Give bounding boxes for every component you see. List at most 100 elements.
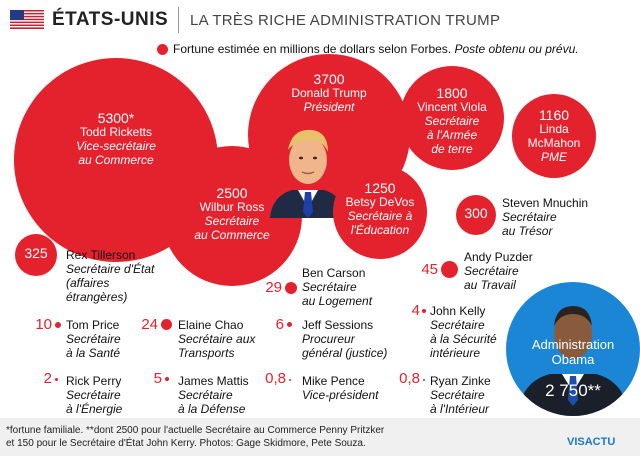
legend-text: Fortune estimée en millions de dollars s…: [173, 42, 579, 56]
value-tom-price: 10: [35, 316, 52, 333]
dot-ryan-zinke: [423, 379, 425, 381]
person-role: Secrétaire à l'Éducation: [347, 209, 413, 237]
value-rick-perry: 2: [43, 370, 52, 387]
visactu-logo: VISACTU: [567, 436, 616, 448]
person-name: Ben Carson: [302, 266, 366, 280]
person-name: Ryan Zinke: [430, 374, 491, 388]
header: ÉTATS-UNIS LA TRÈS RICHE ADMINISTRATION …: [0, 0, 640, 38]
person-name: Betsy DeVos: [345, 195, 415, 209]
value-elaine-chao: 24: [141, 316, 158, 333]
person-name: Steven Mnuchin: [502, 196, 589, 210]
value-john-kelly: 4: [411, 302, 420, 319]
label-rick-perry: Rick Perry Secrétaire à l'Énergie: [66, 374, 122, 416]
dot-james-mattis: [165, 377, 169, 381]
country-title: ÉTATS-UNIS: [52, 9, 169, 30]
data-label: 3700: [313, 71, 345, 87]
person-name: Wilbur Ross: [199, 200, 265, 214]
page-subtitle: LA TRÈS RICHE ADMINISTRATION TRUMP: [190, 12, 501, 29]
value-andy-puzder: 45: [421, 261, 438, 278]
label-tom-price: Tom Price Secrétaire à la Santé: [66, 318, 121, 360]
person-role: Secrétaire au Commerce: [194, 214, 270, 242]
data-label: 1250: [364, 180, 396, 196]
dot-john-kelly: [422, 309, 426, 313]
bubble-betsy-devos: [333, 165, 427, 259]
person-name: Donald Trump: [291, 86, 367, 100]
value-ben-carson: 29: [265, 279, 282, 296]
bubble-label-vincent-viola: 1800 Vincent Viola Secrétaire à l'Armée de…: [404, 86, 500, 156]
label-ben-carson: Ben Carson Secrétaire au Logement: [302, 266, 372, 308]
bubble-steven-mnuchin: [456, 195, 496, 235]
person-role: Secrétaire à la Santé: [66, 332, 121, 360]
person-name: Andy Puzder: [464, 250, 533, 264]
data-label: 325: [24, 245, 48, 261]
person-role: Secrétaire à la Sécurité intérieure: [430, 318, 497, 360]
bubble-label-todd-ricketts: 5300* Todd Ricketts Vice-secrétaire au Co…: [46, 111, 186, 167]
dot-jeff-sessions: [287, 322, 292, 327]
obama-label: Administration Obama: [523, 337, 623, 367]
person-role: PME: [540, 150, 567, 164]
dot-mike-pence: [289, 379, 291, 381]
footnote-line-1: *fortune familiale. **dont 2500 pour l'a…: [6, 425, 385, 436]
person-role: Président: [303, 100, 355, 114]
person-name: Linda McMahon: [527, 122, 581, 150]
footer: [0, 418, 640, 456]
value-ryan-zinke: 0,8: [399, 370, 420, 387]
legend-main: Fortune estimée en millions de dollars s…: [173, 42, 452, 56]
trump-portrait: [266, 122, 350, 218]
value-jeff-sessions: 6: [275, 316, 284, 333]
obama-value: 2 750**: [523, 381, 623, 400]
label-elaine-chao: Elaine Chao Secrétaire aux Transports: [178, 318, 255, 360]
person-role: Secrétaire au Travail: [464, 264, 519, 292]
legend-dot: [157, 44, 168, 55]
person-name: Vincent Viola: [417, 100, 487, 114]
label-rex-tillerson: Rex Tillerson Secrétaire d'État (affaires…: [66, 248, 154, 304]
data-label: 1160: [538, 107, 570, 123]
person-name: Jeff Sessions: [302, 318, 374, 332]
person-role: Secrétaire au Trésor: [502, 210, 557, 238]
person-name: James Mattis: [178, 374, 249, 388]
data-label: 5300*: [97, 110, 135, 126]
person-role: Vice-président: [302, 388, 379, 402]
data-label: 2 750**: [545, 381, 601, 400]
data-label: 2500: [216, 185, 248, 201]
data-label: 300: [464, 205, 488, 221]
label-ryan-zinke: Ryan Zinke Secrétaire à l'Intérieur: [430, 374, 491, 416]
person-name: Mike Pence: [302, 374, 365, 388]
legend-note: Poste obtenu ou prévu.: [454, 42, 579, 56]
person-role: Secrétaire aux Transports: [178, 332, 256, 360]
bubble-vincent-viola: [400, 66, 504, 170]
person-name: Rick Perry: [66, 374, 122, 388]
person-name: John Kelly: [430, 304, 486, 318]
footnote: *fortune familiale. **dont 2500 pour l'a…: [6, 424, 384, 450]
title-divider: [178, 7, 179, 33]
bubble-label-betsy-devos: 1250 Betsy DeVos Secrétaire à l'Éducation: [335, 181, 425, 237]
value-james-mattis: 5: [153, 370, 162, 387]
obama-circle: [506, 282, 640, 416]
bubble-value-rex-tillerson: 325: [15, 246, 57, 260]
obama-name: Administration Obama: [531, 337, 615, 367]
person-role: Secrétaire d'État (affaires étrangères): [66, 262, 155, 304]
bubble-value-steven-mnuchin: 300: [456, 206, 496, 220]
data-label: 1800: [436, 85, 468, 101]
person-name: Rex Tillerson: [66, 248, 136, 262]
dot-rick-perry: [55, 378, 58, 381]
bubble-label-linda-mcmahon: 1160 Linda McMahon PME: [514, 108, 594, 164]
footnote-line-2: et 150 pour le Secrétaire d'État John Ke…: [6, 438, 366, 449]
person-role: Procureur général (justice): [302, 332, 388, 360]
person-role: Secrétaire à l'Intérieur: [430, 388, 489, 416]
label-james-mattis: James Mattis Secrétaire à la Défense: [178, 374, 249, 416]
bubble-rex-tillerson: [15, 234, 57, 276]
bubble-label-donald-trump: 3700 Donald Trump Président: [279, 72, 379, 114]
dot-elaine-chao: [161, 319, 172, 330]
bubble-linda-mcmahon: [512, 94, 596, 178]
label-steven-mnuchin: Steven Mnuchin Secrétaire au Trésor: [502, 196, 588, 238]
obama-portrait: [518, 306, 628, 416]
person-role: Vice-secrétaire au Commerce: [76, 139, 156, 167]
label-john-kelly: John Kelly Secrétaire à la Sécurité intéri…: [430, 304, 497, 360]
person-name: Tom Price: [66, 318, 120, 332]
label-mike-pence: Mike Pence Vice-président: [302, 374, 379, 402]
person-name: Elaine Chao: [178, 318, 244, 332]
person-name: Todd Ricketts: [79, 125, 153, 139]
dot-andy-puzder: [441, 261, 458, 278]
person-role: Secrétaire à l'Armée de terre: [424, 114, 480, 156]
